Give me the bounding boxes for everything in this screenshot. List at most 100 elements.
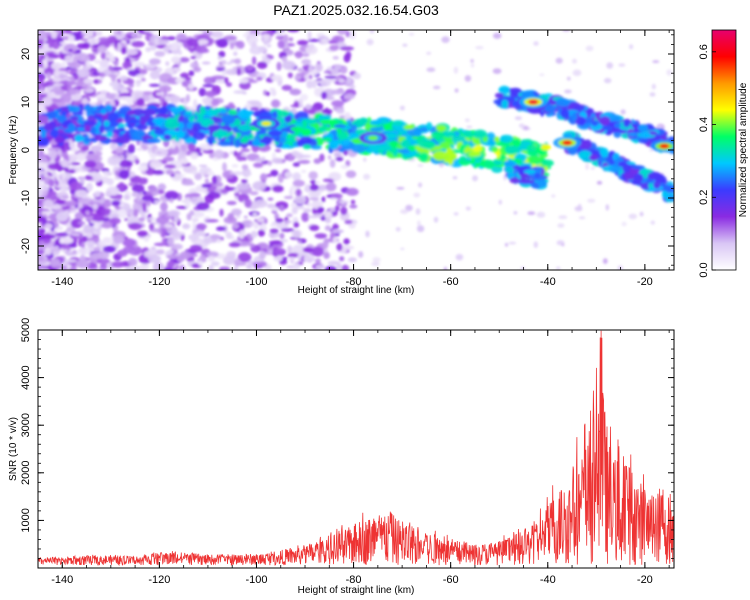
spectral-blob [302, 65, 310, 69]
spectral-blob [309, 224, 320, 231]
spectral-blob [38, 30, 46, 40]
spectral-blob [303, 255, 316, 263]
spectral-blob [257, 229, 265, 237]
spectral-blob [274, 248, 286, 256]
spectral-blob [307, 30, 312, 41]
spectral-blob [294, 75, 302, 81]
spectral-blob [340, 46, 354, 51]
spectral-blob [168, 95, 181, 103]
spectral-blob [308, 74, 313, 80]
spectral-blob [303, 208, 312, 213]
spectral-blob [180, 174, 186, 176]
spectral-blob [79, 178, 85, 185]
spectral-blob [544, 104, 556, 113]
spectral-blob [204, 178, 209, 185]
spectral-blob [271, 157, 283, 164]
spectral-blob [222, 162, 227, 172]
spectral-blob [218, 50, 226, 58]
x-tick-label: -120 [148, 276, 170, 288]
colorbar-ticks: 0.0 0.2 0.4 0.6 [698, 44, 716, 278]
spectral-blob [287, 72, 293, 79]
spectral-blob [211, 261, 220, 267]
x-tick-label: -60 [443, 574, 459, 586]
spectral-blob [296, 160, 310, 164]
x-tick-label: -40 [540, 574, 556, 586]
spectral-blob [105, 131, 114, 138]
spectral-blob [468, 151, 482, 157]
spectral-blob [46, 190, 58, 201]
spectrogram-y-label: Frequency (Hz) [8, 116, 19, 185]
spectral-blob [208, 265, 214, 270]
spectral-blob [231, 164, 239, 168]
spectral-blob [39, 156, 48, 163]
spectral-blob [54, 158, 59, 162]
spectral-blob [321, 108, 333, 114]
spectral-blob [513, 211, 518, 215]
spectral-blob [572, 58, 577, 64]
spectral-blob [349, 84, 356, 89]
y-tick-label: 4000 [20, 365, 32, 389]
spectral-blob [400, 139, 411, 149]
x-tick-label: -40 [540, 276, 556, 288]
spectral-blob [127, 35, 134, 39]
spectral-blob [363, 173, 371, 180]
spectral-blob [419, 127, 429, 132]
spectral-blob [433, 85, 441, 90]
spectral-blob [207, 171, 215, 176]
spectral-blob [277, 173, 284, 184]
spectral-blob [261, 121, 272, 126]
spectral-blob [268, 240, 283, 245]
spectral-blob [70, 181, 83, 191]
spectral-blob [41, 82, 55, 87]
spectral-blob [76, 127, 85, 132]
spectral-blob [83, 84, 89, 90]
spectral-blob [378, 144, 392, 151]
spectral-blob [492, 68, 502, 74]
spectral-blob [527, 106, 542, 114]
spectral-blob [249, 243, 255, 248]
spectral-blob [131, 108, 146, 116]
spectral-blob [226, 62, 233, 65]
spectral-blob [64, 169, 76, 174]
spectral-blob [321, 196, 326, 203]
spectral-blob [459, 155, 467, 162]
spectral-blob [38, 260, 47, 265]
spectral-blob [175, 205, 189, 210]
spectral-blob [355, 128, 368, 135]
spectral-blob [56, 108, 62, 113]
spectral-blob [309, 197, 320, 201]
spectral-blob [599, 116, 611, 126]
spectral-blob [573, 105, 586, 111]
spectral-blob [284, 220, 292, 224]
spectral-blob [110, 141, 117, 151]
snr-x-label: Height of straight line (km) [298, 585, 415, 596]
spectral-blob [204, 219, 219, 223]
spectral-blob [323, 251, 330, 259]
spectral-blob [186, 122, 193, 130]
spectral-blob [50, 62, 62, 70]
spectral-blob [533, 41, 539, 46]
spectral-blob [402, 43, 408, 47]
spectral-blob [246, 264, 253, 270]
spectral-blob [191, 217, 199, 223]
spectral-blob [372, 257, 381, 263]
spectral-blob [556, 266, 561, 270]
spectral-blob [306, 80, 314, 89]
spectral-blob [63, 43, 78, 53]
spectral-blob [163, 134, 172, 141]
spectral-blob [469, 143, 476, 148]
spectral-blob [84, 160, 97, 169]
spectral-blob [113, 234, 125, 244]
spectral-blob [116, 30, 122, 35]
spectral-blob [208, 139, 214, 146]
spectral-blob [219, 109, 227, 115]
spectral-blob [333, 124, 347, 129]
spectral-blob [343, 150, 348, 156]
x-tick-label: -80 [346, 574, 362, 586]
y-tick-label: 20 [20, 48, 32, 60]
spectral-blob [61, 167, 70, 171]
spectral-blob [623, 120, 630, 128]
spectral-blob [100, 208, 112, 216]
spectral-blob [212, 175, 218, 185]
spectral-blob [416, 225, 425, 233]
